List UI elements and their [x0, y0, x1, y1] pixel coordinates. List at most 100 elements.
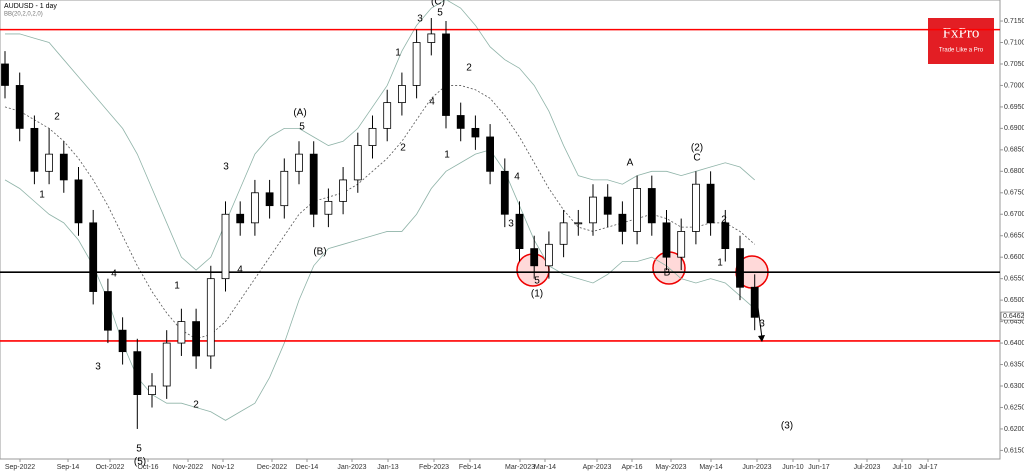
x-tick-label: Dec-14: [296, 464, 319, 471]
candle-body: [603, 196, 612, 215]
arrow: [756, 299, 763, 339]
candle-body: [750, 286, 759, 318]
x-tick-label: Feb-2023: [419, 464, 449, 471]
indicator-label: BB(20,2,0,2,0): [4, 12, 43, 18]
arrow-head: [758, 335, 765, 342]
wave-label: 5: [299, 122, 305, 133]
candle-body: [486, 136, 495, 172]
wave-label: (5): [134, 457, 146, 468]
wave-label: 2: [721, 215, 727, 226]
candle-body: [706, 183, 715, 224]
candle-body: [515, 213, 524, 250]
x-tick-label: May-14: [699, 464, 722, 471]
wave-label: (2): [691, 143, 703, 154]
wave-label: 2: [193, 400, 199, 411]
wave-label: 3: [95, 362, 101, 373]
x-tick-label: Apr-16: [621, 464, 642, 471]
candle-body: [427, 33, 436, 43]
candle-body: [545, 243, 553, 267]
wave-label: (B): [313, 247, 326, 258]
last-price-label: 0.64629: [1003, 313, 1024, 320]
candle-body: [530, 248, 539, 267]
y-tick-label: 0.71500: [1004, 18, 1024, 25]
candle-body: [736, 248, 744, 288]
candle-body: [118, 329, 127, 353]
candle-body: [45, 153, 53, 172]
candle-body: [442, 33, 450, 116]
candle-body: [177, 321, 186, 344]
candle-body: [309, 153, 318, 215]
candle-body: [148, 385, 156, 395]
candle-body: [589, 196, 597, 224]
x-tick-label: Oct-16: [137, 464, 158, 471]
wave-label: (1): [531, 289, 543, 300]
candle-body: [633, 188, 641, 232]
x-tick-label: Apr-2023: [583, 464, 612, 471]
x-tick-label: Nov-12: [212, 464, 235, 471]
candle-body: [353, 145, 362, 181]
candle-body: [133, 351, 142, 395]
candle-body: [721, 222, 730, 250]
candle-body: [74, 179, 83, 224]
wave-label: A: [627, 158, 634, 169]
wave-label: 3: [417, 14, 423, 25]
candle-body: [265, 192, 274, 207]
x-tick-label: Mar-14: [534, 464, 556, 471]
candle-body: [618, 213, 627, 232]
band-upper: [5, 0, 755, 271]
wave-label: 5: [437, 8, 443, 19]
candle-body: [104, 291, 112, 331]
wave-label: 1: [39, 190, 45, 201]
wave-label: 1: [395, 48, 401, 59]
x-tick-label: Dec-2022: [257, 464, 287, 471]
candle-body: [30, 127, 39, 172]
candle-body: [412, 42, 421, 86]
candle-body: [280, 170, 289, 207]
candle-body: [162, 342, 171, 387]
x-tick-label: Jul-10: [892, 464, 911, 471]
wave-label: 2: [400, 143, 406, 154]
candle-body: [339, 179, 348, 202]
x-tick-label: Jul-2023: [854, 464, 881, 471]
candle-body: [15, 85, 24, 129]
candle-body: [692, 183, 700, 232]
wave-label: 3: [223, 162, 229, 173]
series-layer: [0, 0, 1000, 429]
wave-label: (C): [431, 0, 445, 8]
candle-body: [1, 63, 9, 86]
candle-body: [662, 222, 671, 258]
x-tick-label: Sep-14: [57, 464, 80, 471]
x-tick-label: Jan-13: [377, 464, 399, 471]
wave-label: 4: [429, 97, 435, 108]
wave-label: 3: [508, 219, 514, 230]
candle-body: [59, 153, 68, 181]
candle-body: [236, 213, 245, 224]
wave-label: 3: [759, 319, 765, 330]
wave-label: C: [693, 153, 700, 164]
wave-label: 4: [237, 265, 243, 276]
band-middle: [4, 85, 755, 340]
candle-body: [574, 222, 583, 225]
candle-body: [456, 115, 465, 129]
candle-body: [647, 188, 656, 224]
wave-label: 4: [514, 172, 520, 183]
wave-label: (3): [781, 421, 793, 432]
candle-body: [324, 200, 333, 215]
candle-body: [500, 170, 509, 215]
x-tick-label: Feb-14: [459, 464, 481, 471]
logo-box: [928, 18, 994, 64]
logo-name: FxPro: [943, 25, 980, 41]
wave-label: 5: [136, 444, 142, 455]
